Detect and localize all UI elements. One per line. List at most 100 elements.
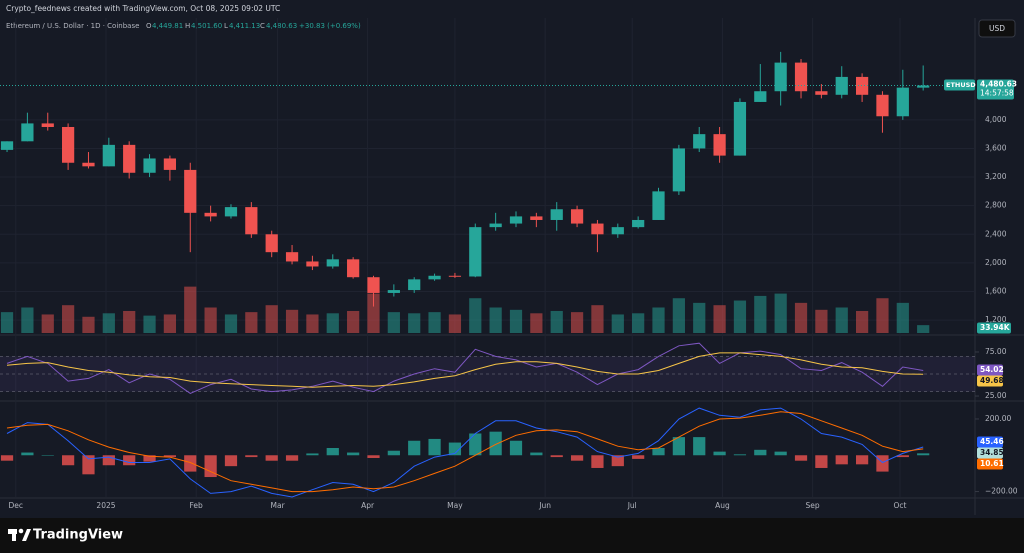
symbol-label: ETHUSD [946, 81, 976, 89]
candle-body [876, 94, 889, 117]
volume-bar [591, 305, 604, 333]
price-label: 4,480.63 [980, 79, 1017, 88]
candle-body [672, 148, 685, 192]
currency-label[interactable]: USD [989, 24, 1005, 33]
volume-bar [632, 313, 645, 333]
histogram-bar [794, 455, 808, 461]
currency-button[interactable] [978, 19, 1016, 38]
volume-bar [794, 302, 808, 333]
close-value: 4,480.63 [266, 22, 297, 30]
candle-body [448, 275, 462, 277]
brand-name[interactable]: TradingView [33, 528, 123, 543]
volume-bar [62, 305, 75, 333]
histogram-bar [896, 455, 909, 458]
volume-bar [204, 307, 217, 333]
symbol-box [944, 79, 975, 91]
candle-body [754, 91, 767, 102]
change-value: +30.83 (+0.69%) [299, 22, 361, 30]
rsi-value-label-box [977, 375, 1003, 387]
y-tick-label: 3,200 [985, 172, 1007, 181]
y-tick-label: −200.00 [985, 487, 1018, 496]
volume-bar [0, 312, 14, 333]
candle-body [245, 207, 258, 235]
histogram-bar [733, 454, 747, 456]
candle-body [815, 91, 828, 95]
volume-bar [448, 314, 462, 333]
candle-body [428, 275, 441, 280]
candle-body [387, 290, 400, 293]
volume-bar [224, 314, 238, 333]
volume-label: 33.94K [980, 323, 1011, 332]
open-label: O [146, 22, 152, 30]
histogram-bar [224, 455, 238, 467]
volume-bar [326, 313, 339, 333]
signal-value-label-box [977, 447, 1003, 459]
volume-bar [21, 307, 34, 333]
candle-body [693, 134, 706, 149]
histogram-bar [815, 455, 828, 468]
y-tick-label: 2,400 [985, 229, 1007, 238]
histogram-bar [184, 455, 197, 472]
footer [0, 518, 1024, 553]
symbol: Ethereum / U.S. Dollar · 1D · Coinbase [6, 22, 139, 30]
x-tick-label: 2025 [96, 501, 115, 510]
candle-body [611, 227, 624, 235]
candle-body [713, 134, 726, 156]
candle-body [469, 227, 482, 277]
high-label: H [185, 22, 190, 30]
open-value: 4,449.81 [152, 22, 183, 30]
candle-body [224, 207, 238, 217]
logo-shape [12, 529, 16, 541]
histogram-bar [713, 451, 726, 456]
candle-body [21, 123, 34, 142]
histogram-bar [693, 437, 706, 456]
high-value: 4,501.60 [191, 22, 222, 30]
histogram-bar [0, 455, 14, 461]
macd-line [6, 411, 924, 493]
volume-bar [530, 313, 543, 333]
histogram-bar [347, 452, 360, 456]
histogram-bar [672, 437, 685, 456]
candle-body [591, 223, 604, 235]
histogram-bar [448, 442, 462, 456]
histogram-bar [387, 450, 400, 456]
candle-body [570, 209, 584, 224]
volume-bar [855, 310, 869, 333]
histogram-bar [245, 455, 258, 458]
volume-bar [82, 316, 95, 333]
rsi-value-label: 54.02 [980, 365, 1004, 374]
histogram-bar [611, 455, 624, 467]
x-tick-label: May [447, 501, 463, 510]
y-tick-label: 1,200 [985, 315, 1007, 324]
countdown-label: 14:57:58 [980, 88, 1014, 97]
histogram-bar [285, 455, 299, 461]
x-tick-label: Jul [627, 501, 637, 510]
volume-bar [733, 300, 747, 333]
macd-value-label-box [977, 436, 1003, 448]
volume-bar [102, 313, 115, 333]
candle-body [102, 144, 115, 167]
histogram-bar [143, 455, 156, 462]
volume-bar [367, 293, 380, 333]
candle-body [163, 158, 177, 170]
candle-body [62, 126, 75, 163]
candle-body [509, 216, 523, 224]
volume-bar [265, 305, 278, 333]
volume-bar [570, 312, 584, 333]
volume-bar [469, 298, 482, 333]
candle-body [41, 123, 54, 127]
volume-bar [754, 295, 767, 333]
volume-bar [143, 315, 156, 333]
x-tick-label: Dec [9, 501, 24, 510]
volume-bar [408, 313, 421, 333]
volume-bar [652, 307, 665, 333]
histogram-bar [530, 452, 543, 456]
brand-logo[interactable]: TradingView [8, 528, 123, 543]
macd-value-label: 45.46 [980, 437, 1004, 446]
volume-bar [184, 286, 197, 333]
histogram-bar [652, 448, 665, 456]
histogram-bar [204, 455, 217, 478]
candle-body [265, 234, 278, 253]
rsi-value-label: 49.68 [980, 376, 1004, 385]
